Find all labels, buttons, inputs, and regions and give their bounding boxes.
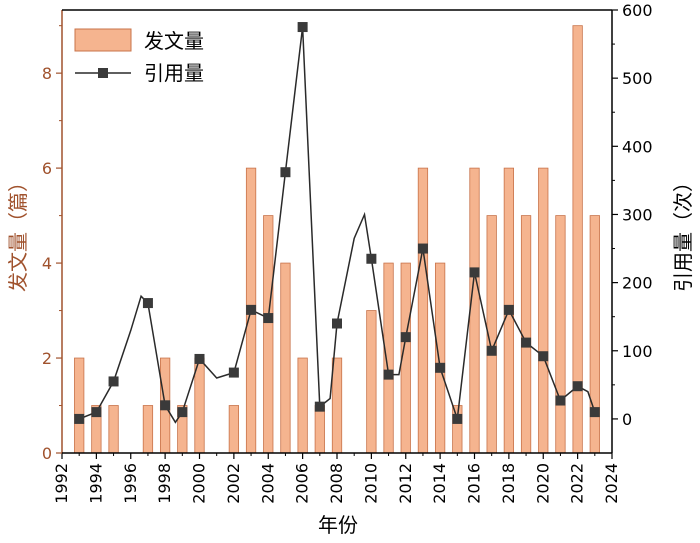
y-right-tick-label-0: 0 — [622, 410, 632, 429]
y-right-tick-label-200: 200 — [622, 274, 653, 293]
bar-2020 — [538, 167, 549, 454]
marker-2008 — [332, 318, 342, 329]
y-right-tick-label-600: 600 — [622, 1, 653, 20]
bar-2013 — [417, 167, 429, 454]
bar-2000 — [194, 357, 205, 454]
marker-1997 — [142, 298, 153, 309]
x-tick-label-2002: 2002 — [224, 463, 243, 504]
legend-marker-swatch — [98, 68, 108, 78]
marker-2004 — [263, 313, 274, 324]
marker-2012 — [400, 332, 411, 343]
marker-2022 — [572, 381, 583, 392]
marker-2021 — [555, 395, 566, 406]
marker-1998 — [160, 400, 171, 411]
marker-2023 — [589, 407, 600, 418]
y-right-tick-label-500: 500 — [622, 69, 653, 88]
marker-2007 — [314, 401, 325, 412]
x-tick-label-2004: 2004 — [258, 463, 277, 504]
y-axis-left-title: 发文量（篇） — [6, 172, 30, 292]
bar-2007 — [314, 405, 325, 454]
marker-1999 — [177, 407, 188, 418]
marker-2017 — [486, 345, 497, 356]
bar-2006 — [297, 357, 308, 454]
legend-label-citations: 引用量 — [144, 61, 204, 85]
y-axis-right-title: 引用量（次） — [671, 172, 695, 292]
marker-2013 — [417, 243, 428, 254]
y-left-tick-label-8: 8 — [42, 64, 52, 83]
bar-2014 — [434, 262, 446, 454]
bar-2005 — [280, 262, 291, 454]
marker-2019 — [521, 337, 532, 348]
y-right-tick-label-100: 100 — [622, 342, 653, 361]
marker-2000 — [194, 353, 205, 364]
bar-1997 — [142, 405, 154, 454]
bar-2004 — [263, 215, 274, 454]
bar-2016 — [469, 167, 480, 454]
x-tick-label-2020: 2020 — [533, 463, 552, 504]
y-right-tick-label-400: 400 — [622, 137, 653, 156]
bar-2023 — [589, 215, 600, 454]
marker-1994 — [91, 407, 102, 418]
legend: 发文量 引用量 — [74, 28, 204, 85]
marker-2018 — [503, 304, 514, 315]
marker-2002 — [228, 367, 239, 378]
marker-2015 — [452, 413, 463, 424]
x-tick-label-2012: 2012 — [396, 463, 415, 504]
x-tick-label-2014: 2014 — [430, 463, 449, 504]
x-tick-label-2018: 2018 — [499, 463, 518, 504]
x-tick-label-2008: 2008 — [327, 463, 346, 504]
x-tick-label-2024: 2024 — [602, 463, 621, 504]
x-tick-label-2022: 2022 — [568, 463, 587, 504]
y-left-tick-label-6: 6 — [42, 159, 52, 178]
marker-2016 — [469, 267, 480, 278]
y-right-tick-label-300: 300 — [622, 205, 653, 224]
bar-2011 — [383, 262, 394, 454]
marker-2011 — [383, 369, 394, 380]
x-tick-label-2010: 2010 — [361, 463, 380, 504]
marker-2005 — [280, 167, 291, 178]
ticks: 1992 1994 1996 1998 2000 2002 2004 2006 2008 2010… — [42, 1, 653, 504]
marker-2003 — [246, 304, 257, 315]
bar-2008 — [331, 357, 343, 454]
y-left-tick-label-2: 2 — [42, 349, 52, 368]
x-tick-label-2000: 2000 — [190, 463, 209, 504]
legend-bar-swatch — [74, 28, 132, 52]
x-tick-label-1996: 1996 — [121, 463, 140, 504]
y-left-tick-label-4: 4 — [42, 254, 52, 273]
y-left-tick-label-0: 0 — [42, 444, 52, 463]
marker-2010 — [366, 253, 377, 264]
bar-1995 — [108, 405, 119, 454]
bar-2010 — [366, 310, 377, 454]
marker-1995 — [108, 376, 119, 387]
marker-1993 — [74, 413, 85, 424]
marker-2020 — [538, 351, 549, 362]
x-tick-label-2016: 2016 — [465, 463, 484, 504]
bar-series — [74, 25, 600, 454]
legend-label-publications: 发文量 — [144, 29, 204, 53]
bar-2021 — [555, 215, 566, 454]
x-tick-label-1998: 1998 — [155, 463, 174, 504]
axes — [61, 9, 613, 454]
marker-2014 — [435, 362, 446, 373]
x-axis-title: 年份 — [318, 513, 358, 537]
x-tick-label-1992: 1992 — [52, 463, 71, 504]
bar-2019 — [520, 215, 532, 454]
bar-2002 — [228, 405, 240, 454]
x-tick-label-2006: 2006 — [293, 463, 312, 504]
bar-1993 — [74, 357, 85, 454]
x-tick-label-1994: 1994 — [86, 463, 105, 504]
marker-series — [74, 22, 600, 424]
marker-2006 — [297, 22, 308, 33]
